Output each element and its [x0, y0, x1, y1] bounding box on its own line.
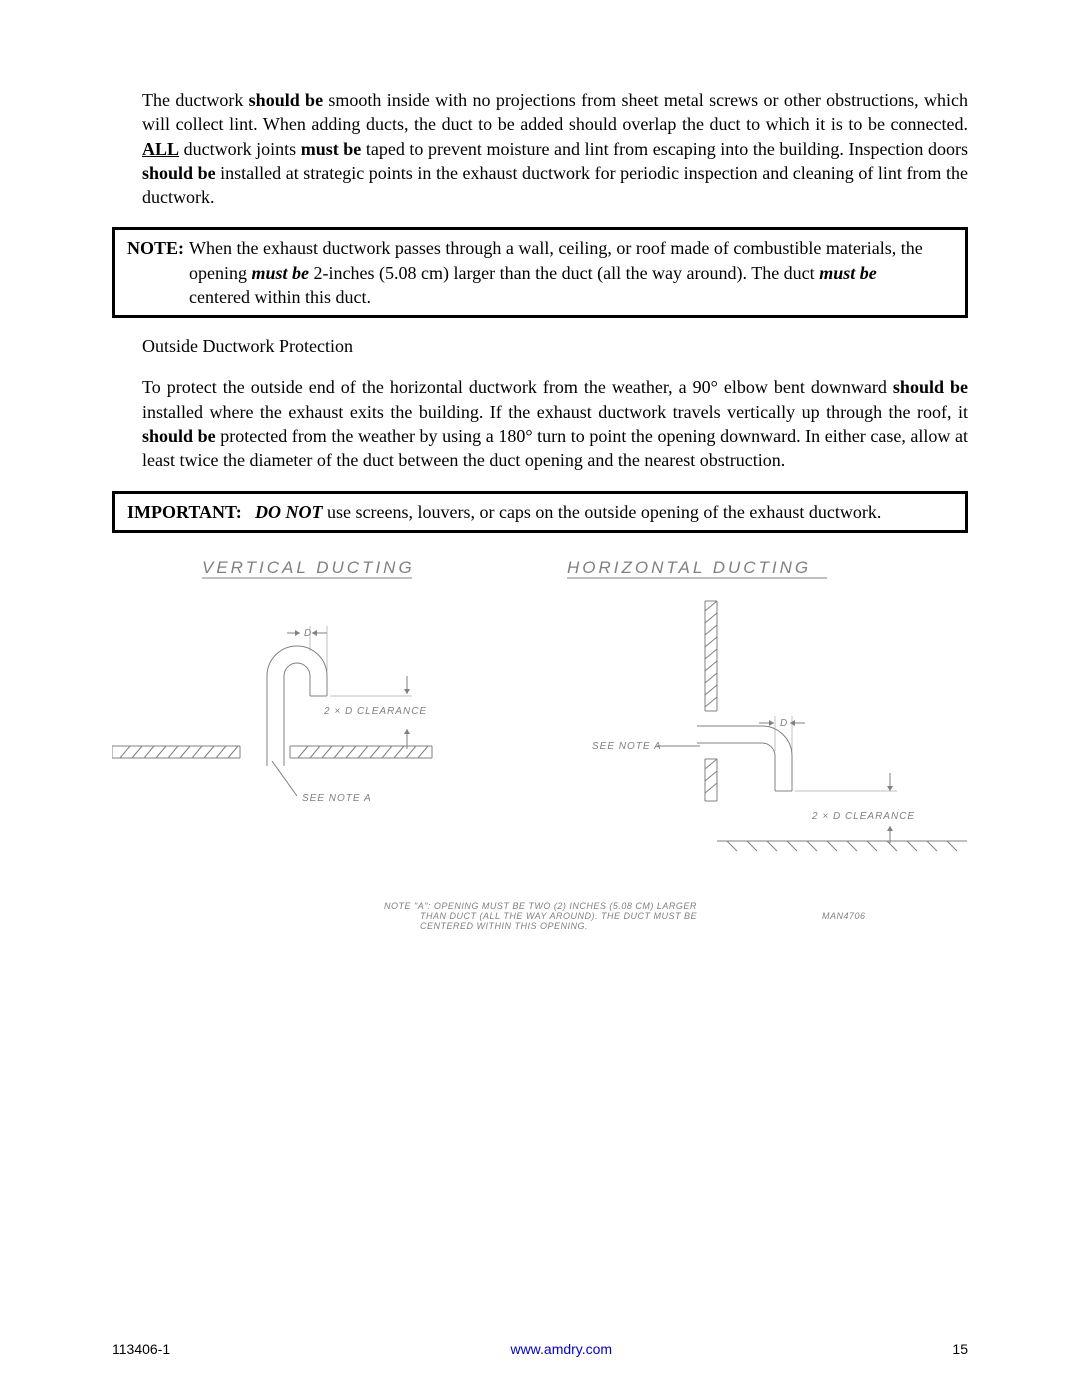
horiz-clearance-label: 2 × D CLEARANCE	[811, 811, 915, 822]
p2-part3: protected from the weather by using a 18…	[142, 426, 968, 470]
paragraph-2: To protect the outside end of the horizo…	[112, 375, 968, 472]
important-text: DO NOT use screens, louvers, or caps on …	[255, 500, 945, 524]
vertical-ducting-title: VERTICAL DUCTING	[202, 558, 415, 577]
note-text: When the exhaust ductwork passes through…	[189, 236, 929, 309]
page-footer: 113406-1 www.amdry.com 15	[112, 1341, 968, 1357]
p1-text-4: taped to prevent moisture and lint from …	[361, 139, 968, 159]
vert-clearance-label: 2 × D CLEARANCE	[323, 706, 427, 717]
vertical-ducting-group: D 2 × D CLEARANCE SEE NOTE A	[112, 626, 432, 804]
important-label: IMPORTANT:	[127, 500, 255, 524]
p1-text-1: The ductwork	[142, 90, 249, 110]
ducting-diagram: VERTICAL DUCTING HORIZONTAL DUCTING	[112, 551, 972, 951]
horizontal-ducting-group: D 2 × D CLEARANCE SEE NOTE A	[592, 601, 967, 851]
p1-text-5: installed at strategic points in the exh…	[142, 163, 968, 207]
note-label: NOTE:	[127, 236, 189, 260]
horiz-see-note-a: SEE NOTE A	[592, 741, 662, 752]
vert-d-label: D	[304, 628, 312, 639]
heading-outside-ductwork: Outside Ductwork Protection	[112, 336, 968, 357]
p1-bold-3: should be	[142, 163, 216, 183]
p2-part2: installed where the exhaust exits the bu…	[142, 402, 968, 422]
note-a-line1: NOTE "A": OPENING MUST BE TWO (2) INCHES…	[384, 901, 697, 911]
p1-bold-2: must be	[301, 139, 362, 159]
footer-right: 15	[952, 1341, 968, 1357]
note-part3: centered within this duct.	[189, 287, 371, 307]
horizontal-ducting-title: HORIZONTAL DUCTING	[567, 558, 811, 577]
note-part2: 2-inches (5.08 cm) larger than the duct …	[309, 263, 819, 283]
horiz-d-label: D	[780, 718, 788, 729]
note-mustbe1: must be	[252, 263, 310, 283]
footer-center-link[interactable]: www.amdry.com	[510, 1341, 612, 1357]
paragraph-1: The ductwork should be smooth inside wit…	[112, 88, 968, 209]
vert-see-note-a: SEE NOTE A	[302, 793, 372, 804]
important-donot: DO NOT	[255, 502, 323, 522]
note-box: NOTE:When the exhaust ductwork passes th…	[112, 227, 968, 318]
footer-left: 113406-1	[112, 1341, 170, 1357]
diagram-svg: VERTICAL DUCTING HORIZONTAL DUCTING	[112, 551, 972, 951]
man-label: MAN4706	[822, 911, 866, 921]
p2-bold2: should be	[142, 426, 216, 446]
note-a-line3: CENTERED WITHIN THIS OPENING.	[420, 921, 588, 931]
p2-bold1: should be	[893, 377, 968, 397]
p2-part1: To protect the outside end of the horizo…	[142, 377, 893, 397]
important-part1: use screens, louvers, or caps on the out…	[323, 502, 882, 522]
p1-text-3: ductwork joints	[179, 139, 301, 159]
p1-bold-1: should be	[249, 90, 323, 110]
note-a-line2: THAN DUCT (ALL THE WAY AROUND). THE DUCT…	[420, 911, 698, 921]
note-mustbe2: must be	[819, 263, 877, 283]
important-box: IMPORTANT:DO NOT use screens, louvers, o…	[112, 491, 968, 533]
p1-all: ALL	[142, 139, 179, 159]
